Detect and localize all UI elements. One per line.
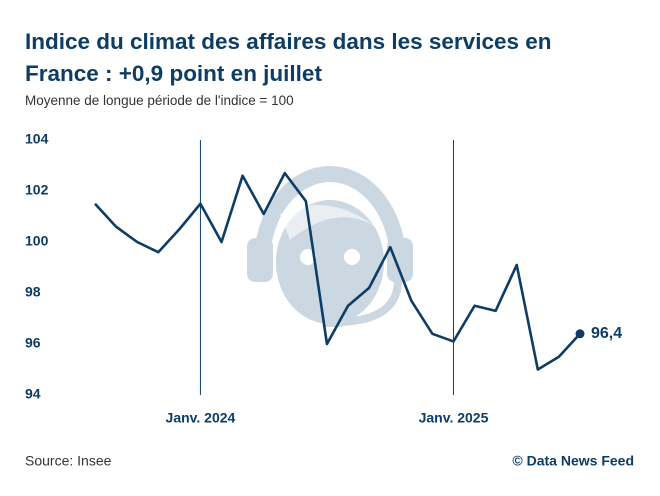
- end-point: [575, 329, 585, 339]
- source: Source: Insee: [25, 453, 112, 469]
- series-line: [94, 171, 581, 371]
- y-tick-label: 104: [25, 131, 49, 147]
- value-label: 96,4: [591, 325, 622, 342]
- y-tick-label: 98: [25, 284, 41, 300]
- y-tick-label: 100: [25, 233, 49, 249]
- x-tick-label: Janv. 2025: [419, 410, 489, 426]
- credit: © Data News Feed: [512, 453, 634, 469]
- y-tick-label: 102: [25, 182, 49, 198]
- y-tick-label: 94: [25, 386, 41, 402]
- x-tick-label: Janv. 2024: [166, 410, 236, 426]
- y-tick-label: 96: [25, 335, 41, 351]
- chart-subtitle: Moyenne de longue période de l'indice = …: [25, 93, 294, 108]
- headset-icon: [247, 166, 413, 327]
- chart-title: Indice du climat des affaires dans les s…: [25, 29, 552, 86]
